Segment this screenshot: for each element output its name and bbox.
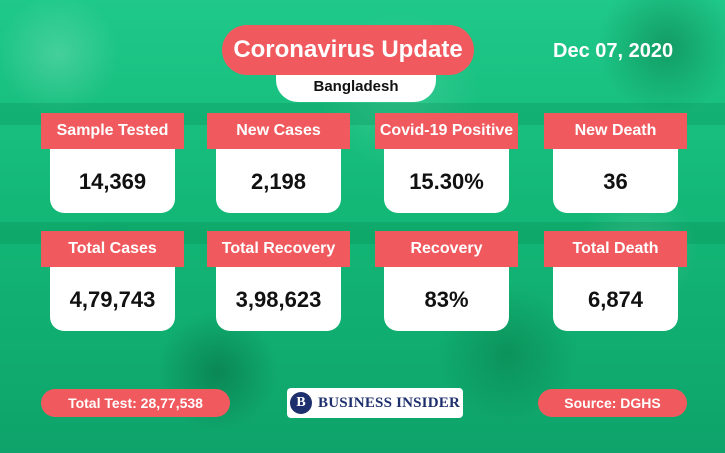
stat-card-new-cases: New Cases 2,198	[207, 113, 350, 213]
stat-card-covid-positive: Covid-19 Positive 15.30%	[375, 113, 518, 213]
total-test-text: Total Test: 28,77,538	[68, 395, 203, 411]
stat-label: New Death	[544, 113, 687, 149]
stat-card-total-death: Total Death 6,874	[544, 231, 687, 331]
stat-label: Total Cases	[41, 231, 184, 267]
stat-card-recovery: Recovery 83%	[375, 231, 518, 331]
logo-mark-icon: B	[289, 392, 312, 414]
logo-text: BUSINESS INSIDER	[317, 394, 460, 411]
stat-label: Total Death	[544, 231, 687, 267]
stat-label: Total Recovery	[207, 231, 350, 267]
stat-card-new-death: New Death 36	[544, 113, 687, 213]
source-text: Source: DGHS	[564, 395, 661, 411]
total-test-badge: Total Test: 28,77,538	[41, 389, 230, 417]
stat-card-total-recovery: Total Recovery 3,98,623	[207, 231, 350, 331]
stat-card-total-cases: Total Cases 4,79,743	[41, 231, 184, 331]
stat-card-sample-tested: Sample Tested 14,369	[41, 113, 184, 213]
source-badge: Source: DGHS	[538, 389, 687, 417]
stat-label: Covid-19 Positive	[375, 113, 518, 149]
stat-label: Sample Tested	[41, 113, 184, 149]
page-title: Coronavirus Update	[233, 36, 463, 63]
update-date: Dec 07, 2020	[553, 40, 674, 62]
country-label: Bangladesh	[313, 78, 399, 95]
stat-label: New Cases	[207, 113, 350, 149]
business-insider-logo: B BUSINESS INSIDER	[287, 388, 463, 418]
stat-label: Recovery	[375, 231, 518, 267]
title-pill: Coronavirus Update	[222, 25, 474, 75]
